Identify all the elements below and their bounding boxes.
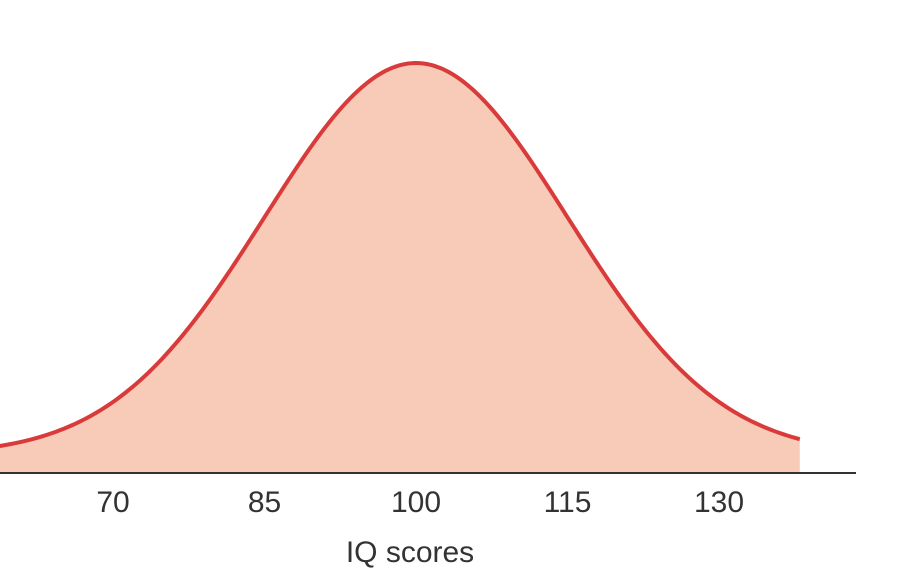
- plot-area: [0, 61, 801, 473]
- distribution-area: [0, 63, 800, 473]
- x-tick-labels: 70 85 100 115 130: [96, 486, 744, 519]
- x-tick-label-85: 85: [248, 486, 281, 519]
- x-tick-label-70: 70: [96, 486, 129, 519]
- x-axis-title: IQ scores: [346, 536, 474, 569]
- x-tick-label-130: 130: [694, 486, 744, 519]
- x-tick-label-100: 100: [391, 486, 441, 519]
- distribution-curve: [0, 61, 801, 448]
- x-tick-label-115: 115: [544, 486, 592, 519]
